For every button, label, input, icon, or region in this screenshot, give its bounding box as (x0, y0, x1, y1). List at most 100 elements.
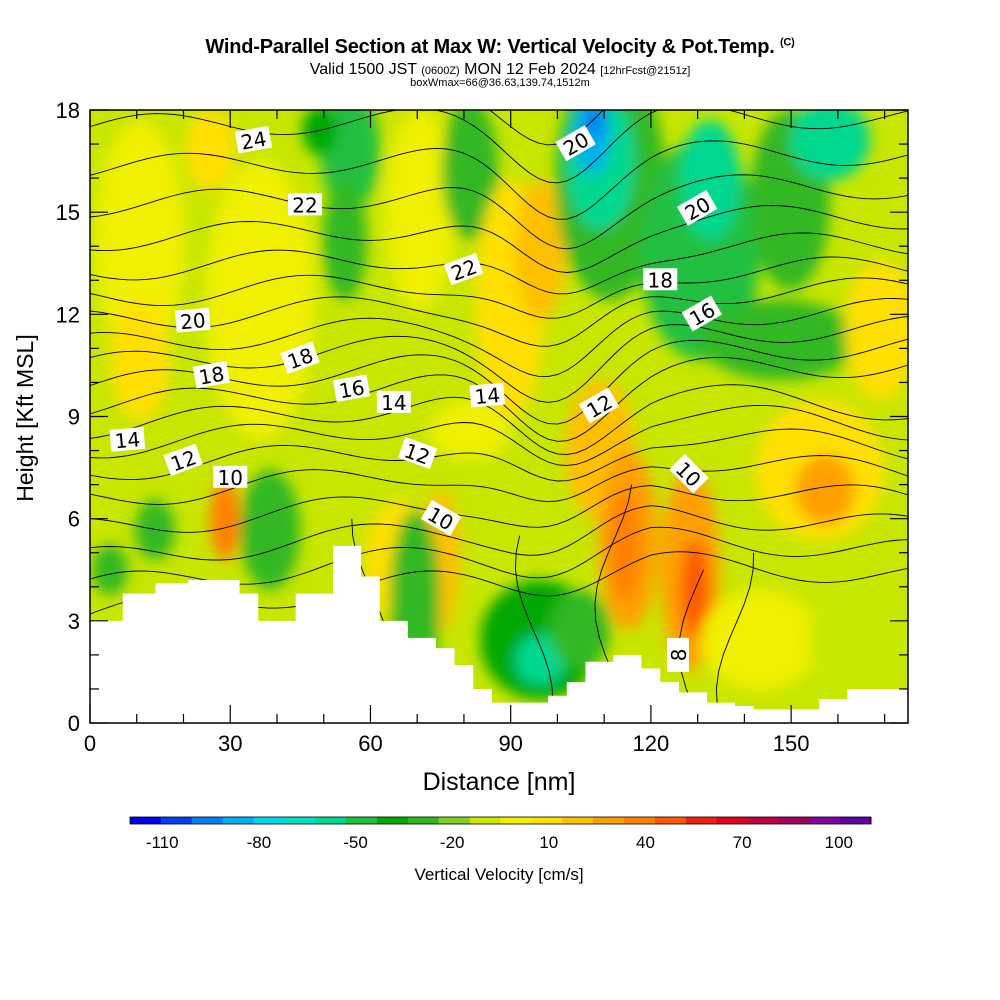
contour-label-box (280, 341, 320, 374)
contour-label: 16 (332, 374, 371, 403)
colorbar-tick-label: 100 (825, 833, 853, 852)
velocity-field (90, 110, 908, 723)
colorbar-swatch (130, 817, 162, 824)
terrain-mask (90, 545, 908, 723)
contour-label-box (669, 453, 709, 494)
colorbar-swatch (840, 817, 872, 824)
x-tick-label: 30 (218, 731, 242, 756)
colorbar-swatch (438, 817, 471, 824)
velocity-blobs (92, 110, 908, 700)
copyright-mark: (C) (779, 36, 795, 49)
theta-contour-line (515, 535, 553, 723)
contour-label-box (666, 637, 689, 672)
contour-label: 22 (288, 193, 323, 217)
contour-label: 14 (109, 426, 146, 453)
valid-time-line: Valid 1500 JST (0600Z) MON 12 Feb 2024 [… (0, 61, 1000, 79)
contour-label-box (192, 360, 231, 389)
colorbar-swatch (500, 817, 532, 824)
title-text: Wind-Parallel Section at Max W: Vertical… (205, 36, 775, 58)
contour-label-box (109, 426, 146, 452)
colorbar-swatch (685, 817, 718, 824)
contour-label-text: 24 (239, 127, 268, 155)
colorbar-frame (129, 816, 872, 825)
colorbar-swatch (778, 817, 810, 824)
contour-label: 18 (643, 268, 678, 292)
contour-label-text: 14 (381, 391, 406, 415)
y-tick-label: 6 (68, 507, 80, 532)
colorbar-swatch (531, 817, 563, 824)
theta-contour-line (90, 298, 908, 378)
contour-label: 24 (234, 125, 273, 155)
x-axis-label: Distance [nm] (423, 768, 576, 796)
x-tick-label: 150 (773, 731, 810, 756)
x-tick-label: 60 (358, 731, 382, 756)
colorbar-tick-label: 10 (539, 833, 558, 852)
valid-utc: (0600Z) (421, 65, 460, 77)
theta-contour-line (715, 552, 754, 723)
y-tick-label: 9 (68, 405, 80, 430)
axis-tick-labels: 0 30 60 90 120 150 0 3 6 9 12 15 18 (56, 98, 810, 756)
contour-label-text: 20 (179, 308, 206, 334)
colorbar-swatch (191, 817, 224, 824)
contour-label: 8 (666, 637, 691, 672)
colorbar (129, 816, 872, 825)
theta-contour-line (90, 484, 908, 533)
theta-contour-line (90, 205, 908, 273)
contour-label-text: 18 (648, 268, 673, 292)
theta-contour-line (90, 505, 908, 561)
contour-label-text: 14 (114, 427, 141, 453)
colorbar-tick-label: -50 (343, 833, 368, 852)
colorbar-swatch (253, 817, 285, 824)
theta-contour-line (90, 404, 908, 466)
theta-contour-line (488, 110, 604, 146)
y-tick-label: 12 (56, 302, 80, 327)
colorbar-swatch (624, 817, 656, 824)
colorbar-swatch (562, 817, 594, 824)
contour-label-text: 16 (337, 375, 366, 403)
contour-label-box (397, 436, 438, 470)
colorbar-swatch (654, 817, 687, 824)
colorbar-swatch (222, 817, 255, 824)
contour-label: 10 (213, 465, 248, 490)
contour-label-box (288, 193, 323, 216)
colorbar-swatch (160, 817, 193, 824)
colorbar-swatch (315, 817, 347, 824)
contour-label-box (332, 374, 371, 403)
contour-label-box (443, 252, 484, 286)
contour-label-box (174, 307, 211, 333)
contour-label-box (643, 268, 678, 291)
colorbar-swatch (747, 817, 779, 824)
contour-label-text: 22 (292, 193, 317, 217)
theta-contour-line (90, 384, 908, 456)
valid-main: Valid 1500 JST (309, 61, 417, 78)
theta-contour-line (90, 428, 908, 482)
colorbar-swatch (284, 817, 316, 824)
colorbar-tick-labels: -110 -80 -50 -20 10 40 70 100 (146, 833, 853, 852)
contour-label-box (469, 382, 506, 408)
contour-label-text: 14 (474, 383, 501, 409)
chart-title: Wind-Parallel Section at Max W: Vertical… (0, 36, 1000, 59)
colorbar-swatch (469, 817, 502, 824)
contour-label: 12 (578, 387, 620, 424)
colorbar-swatch (809, 817, 841, 824)
contour-label-box (376, 390, 411, 413)
contour-label-box (163, 443, 203, 476)
theta-contour-line (90, 256, 908, 319)
contour-label: 18 (192, 360, 231, 390)
colorbar-swatch (407, 817, 440, 824)
contour-label-box (555, 125, 596, 162)
colorbar-swatch (593, 817, 625, 824)
y-tick-label: 3 (68, 609, 80, 634)
contour-label: 12 (397, 436, 438, 470)
theta-contour-line (90, 140, 908, 220)
axis-ticks (89, 109, 908, 724)
colorbar-tick-label: 70 (733, 833, 752, 852)
colorbar-tick-label: -110 (146, 833, 179, 852)
colorbar-tick-label: -20 (440, 833, 465, 852)
colorbar-label: Vertical Velocity [cm/s] (414, 865, 583, 884)
theta-contour-line (90, 174, 908, 250)
x-tick-label: 120 (633, 731, 670, 756)
contour-label: 20 (174, 307, 211, 334)
colorbar-tick-label: 40 (636, 833, 655, 852)
contour-label-box (234, 125, 273, 154)
